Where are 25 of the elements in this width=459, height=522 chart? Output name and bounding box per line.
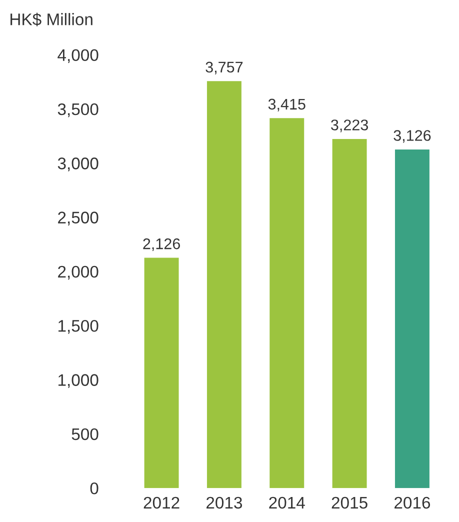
y-tick-label: 3,000 — [58, 158, 98, 172]
bar — [144, 258, 179, 488]
x-tick-label: 2016 — [394, 496, 430, 509]
x-tick-label: 2013 — [206, 496, 242, 509]
data-label: 3,415 — [268, 98, 306, 112]
x-tick-label: 2014 — [269, 496, 305, 509]
y-tick-label: 4,000 — [58, 49, 98, 63]
y-tick-label: 1,000 — [58, 374, 98, 388]
data-label: 2,126 — [143, 238, 180, 252]
x-tick-label: 2012 — [144, 496, 180, 509]
bar — [270, 118, 304, 488]
y-tick-label: 2,000 — [58, 266, 98, 280]
y-tick-label: 500 — [72, 428, 98, 440]
y-tick-label: 3,500 — [58, 103, 98, 118]
data-label: 3,223 — [331, 120, 368, 132]
data-label: 3,757 — [206, 62, 243, 74]
data-label: 3,126 — [394, 130, 431, 143]
y-tick-label: 2,500 — [58, 212, 98, 226]
x-tick-label: 2015 — [332, 496, 368, 509]
bar — [206, 81, 242, 488]
bar — [394, 149, 430, 488]
y-tick-label: 0 — [90, 482, 98, 494]
y-tick-label: 1,500 — [58, 320, 98, 334]
y-axis-title: HK$ Million — [10, 12, 92, 26]
bar — [332, 138, 367, 488]
